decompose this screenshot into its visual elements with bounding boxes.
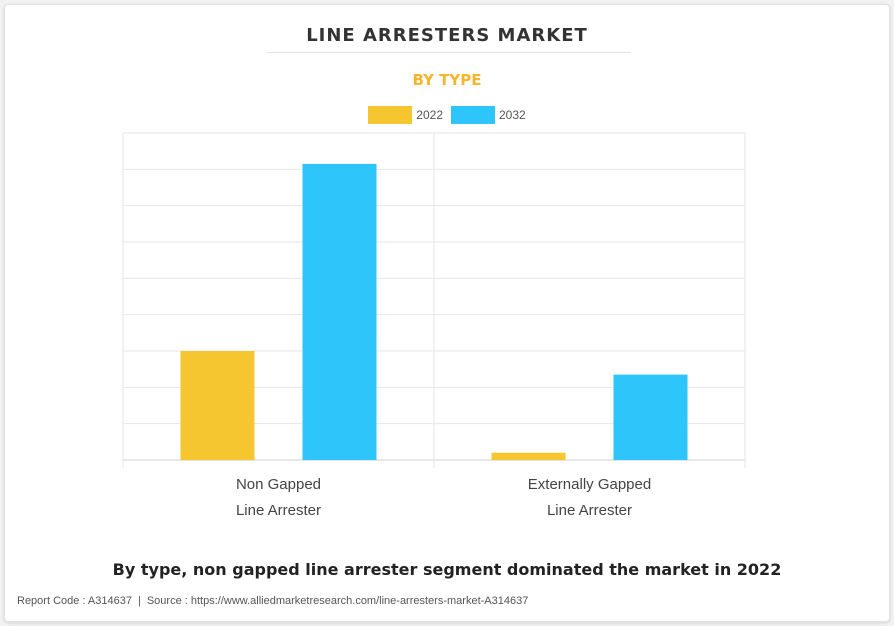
- bar-2022-category-1: [180, 351, 255, 460]
- chart-title: LINE ARRESTERS MARKET: [306, 25, 588, 46]
- footer-separator: |: [137, 595, 141, 607]
- chart-legend: 2022 2032: [5, 106, 889, 124]
- legend-label-2022: 2022: [416, 108, 443, 122]
- chart-card: LINE ARRESTERS MARKET BY TYPE 2022 2032 …: [4, 4, 890, 622]
- report-code: Report Code : A314637: [17, 595, 132, 607]
- legend-item-2032[interactable]: 2032: [451, 106, 526, 124]
- legend-swatch-2022: [368, 106, 413, 124]
- bar-chart: Non Gapped Line Arrester Externally Gapped…: [122, 132, 746, 519]
- chart-caption: By type, non gapped line arrester segmen…: [112, 560, 782, 579]
- title-divider: [267, 52, 631, 53]
- bar-2022-category-2: [491, 452, 566, 460]
- legend-item-2022[interactable]: 2022: [368, 106, 443, 124]
- source-link[interactable]: Source : https://www.alliedmarketresearc…: [146, 595, 529, 607]
- chart-subtitle: BY TYPE: [412, 71, 482, 89]
- footer: Report Code : A314637 | Source : https://w…: [17, 595, 528, 607]
- legend-swatch-2032: [451, 106, 495, 124]
- x-tick-label-1: Non Gapped Line Arrester: [236, 476, 321, 519]
- legend-label-2032: 2032: [499, 108, 526, 122]
- bar-2032-category-2: [613, 374, 688, 460]
- bar-2032-category-1: [302, 163, 377, 460]
- x-tick-label-2: Externally Gapped Line Arrester: [528, 476, 651, 519]
